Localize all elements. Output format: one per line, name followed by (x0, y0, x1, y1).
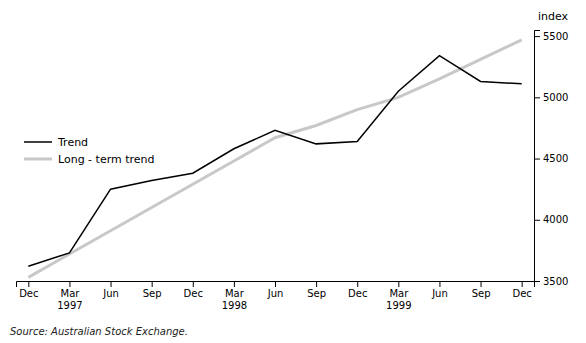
x-tick: Sep (307, 281, 326, 299)
y-tick-label: 3500 (543, 276, 568, 287)
y-tick-label: 4000 (543, 214, 568, 225)
x-tick-mark (481, 281, 482, 287)
x-tick-label-line: 1999 (386, 300, 411, 311)
x-axis: DecMar1997JunSepDecMar1998JunSepDecMar19… (17, 281, 535, 311)
x-tick-label-line: 1998 (222, 300, 247, 311)
y-tick-mark (534, 220, 540, 221)
y-tick-mark (534, 159, 540, 160)
chart-svg: DecMar1997JunSepDecMar1998JunSepDecMar19… (0, 0, 586, 343)
x-tick-label: Dec (348, 288, 367, 299)
x-tick-mark (398, 281, 399, 287)
legend: Trend Long - term trend (24, 136, 155, 166)
x-tick: Sep (143, 281, 162, 299)
x-tick-mark (193, 281, 194, 287)
plot: DecMar1997JunSepDecMar1998JunSepDecMar19… (17, 10, 569, 311)
x-tick-mark (439, 281, 440, 287)
x-tick: Dec (348, 281, 367, 299)
x-tick: Mar1998 (222, 281, 247, 311)
x-tick-label: Jun (267, 288, 284, 299)
x-tick-label: Mar1999 (386, 288, 411, 311)
x-tick: Sep (472, 281, 491, 299)
x-tick: Dec (512, 281, 531, 299)
x-tick-label-line: Sep (143, 288, 162, 299)
x-tick-label-line: Jun (102, 288, 119, 299)
y-tick-mark (534, 97, 540, 98)
x-tick-mark (522, 281, 523, 287)
y-tick-mark (534, 281, 540, 282)
x-tick-label: Dec (184, 288, 203, 299)
series-line (28, 56, 521, 267)
x-tick: Jun (267, 281, 284, 299)
legend-swatch (24, 157, 52, 160)
x-tick-label-line: Dec (19, 288, 38, 299)
x-tick-label-line: Sep (307, 288, 326, 299)
x-tick-label-line: Dec (348, 288, 367, 299)
x-tick-label: Dec (19, 288, 38, 299)
legend-label: Long - term trend (58, 153, 155, 166)
y-tick-label: 4500 (543, 153, 568, 164)
x-tick-mark (111, 281, 112, 287)
x-tick-label-line: Mar (61, 288, 81, 299)
x-tick: Jun (102, 281, 119, 299)
x-tick-label-line: Mar (389, 288, 409, 299)
y-tick: 4000 (534, 214, 568, 225)
y-tick-label: 5500 (543, 31, 568, 42)
y-tick-mark (534, 36, 540, 37)
series-line (28, 40, 521, 278)
y-tick: 5000 (534, 92, 568, 103)
x-tick-mark (275, 281, 276, 287)
x-tick-mark (234, 281, 235, 287)
x-tick: Dec (19, 281, 38, 299)
x-tick-label: Sep (472, 288, 491, 299)
x-tick-label-line: 1997 (57, 300, 82, 311)
x-tick-label-line: Jun (431, 288, 448, 299)
x-tick-label-line: Mar (225, 288, 245, 299)
x-tick-label: Jun (431, 288, 448, 299)
x-tick-label-line: Sep (472, 288, 491, 299)
legend-swatch (24, 141, 52, 143)
x-tick-mark (152, 281, 153, 287)
legend-item: Trend (24, 136, 88, 149)
legend-item: Long - term trend (24, 153, 155, 166)
x-tick-mark (69, 281, 70, 287)
x-tick-label: Dec (512, 288, 531, 299)
y-tick-label: 5000 (543, 92, 568, 103)
x-tick-label: Mar1998 (222, 288, 247, 311)
x-tick-label: Sep (143, 288, 162, 299)
y-tick: 5500 (534, 31, 568, 42)
x-tick-mark (316, 281, 317, 287)
y-tick: 4500 (534, 153, 568, 164)
chart-container: DecMar1997JunSepDecMar1998JunSepDecMar19… (0, 0, 586, 343)
legend-label: Trend (57, 136, 88, 149)
y-axis-line (535, 31, 541, 282)
x-tick: Mar1997 (57, 281, 82, 311)
x-tick-label: Sep (307, 288, 326, 299)
lines (28, 40, 521, 278)
y-tick: 3500 (534, 276, 568, 287)
x-tick: Jun (431, 281, 448, 299)
x-tick-label-line: Dec (512, 288, 531, 299)
x-tick: Mar1999 (386, 281, 411, 311)
x-tick: Dec (184, 281, 203, 299)
x-tick-label-line: Dec (184, 288, 203, 299)
x-tick-mark (28, 281, 29, 287)
x-tick-label: Mar1997 (57, 288, 82, 311)
x-tick-mark (357, 281, 358, 287)
x-tick-label: Jun (102, 288, 119, 299)
y-axis-label: index (538, 10, 569, 23)
source-note: Source: Australian Stock Exchange. (10, 326, 188, 337)
y-axis: 3500 4000 4500 5000 5500 (534, 31, 568, 287)
x-tick-label-line: Jun (267, 288, 284, 299)
x-axis-line (17, 282, 535, 288)
